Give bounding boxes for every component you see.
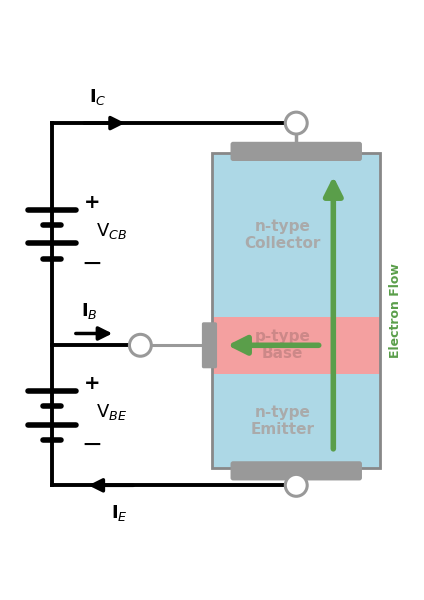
Text: Electron Flow: Electron Flow: [389, 263, 402, 358]
Text: p-type
Base: p-type Base: [255, 329, 311, 361]
Text: +: +: [84, 374, 100, 393]
Text: I$_C$: I$_C$: [89, 87, 107, 107]
Text: n-type
Collector: n-type Collector: [245, 218, 321, 251]
Text: I$_B$: I$_B$: [81, 301, 98, 321]
Text: V$_{CB}$: V$_{CB}$: [96, 221, 127, 241]
Text: +: +: [84, 193, 100, 212]
FancyBboxPatch shape: [202, 322, 217, 368]
Text: V$_{BE}$: V$_{BE}$: [96, 402, 127, 422]
FancyBboxPatch shape: [231, 461, 362, 481]
Bar: [212, 152, 380, 317]
Text: I$_E$: I$_E$: [111, 503, 128, 523]
Bar: [212, 374, 380, 469]
Text: n-type
Emitter: n-type Emitter: [251, 405, 315, 437]
Text: −: −: [81, 251, 103, 275]
Bar: [212, 152, 380, 469]
Text: −: −: [81, 433, 103, 457]
Circle shape: [129, 334, 151, 356]
Circle shape: [285, 475, 307, 496]
FancyBboxPatch shape: [231, 142, 362, 161]
Bar: [212, 317, 380, 374]
Circle shape: [285, 112, 307, 134]
